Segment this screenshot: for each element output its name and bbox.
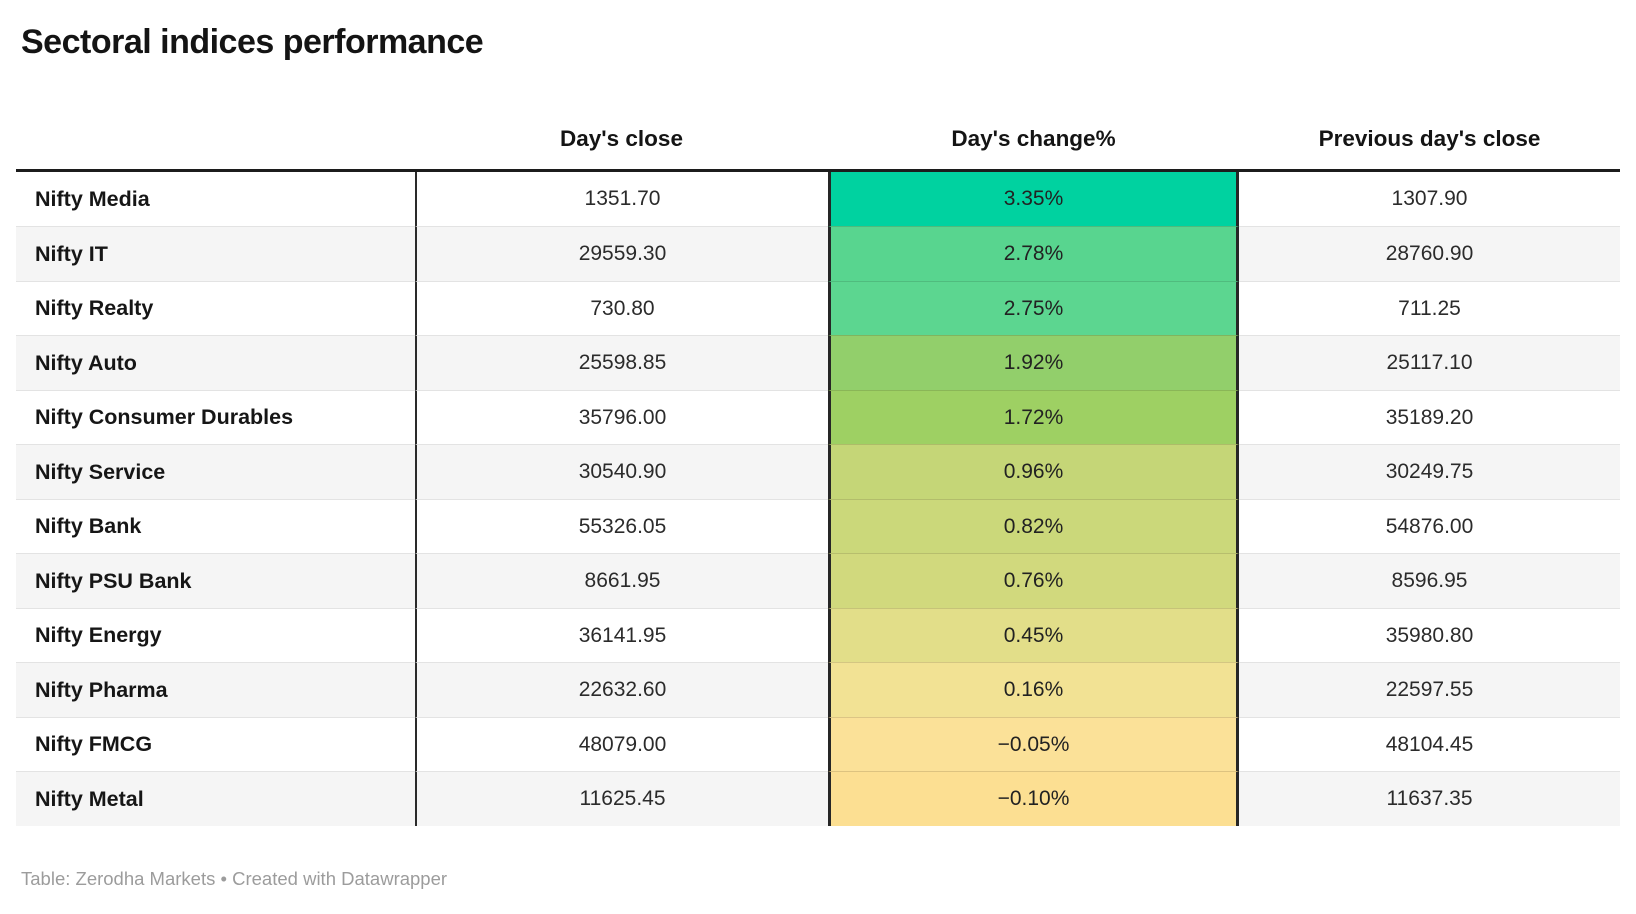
row-index-name: Nifty IT [16, 226, 415, 281]
footer-prefix: Table: [21, 867, 76, 889]
row-index-name: Nifty Auto [16, 335, 415, 390]
col-header-index-name [16, 152, 415, 169]
footer-source-link[interactable]: Zerodha Markets [75, 867, 216, 889]
row-index-name: Nifty FMCG [16, 716, 415, 772]
days-close-value: 29559.30 [415, 226, 828, 281]
table-row: Nifty Media 1351.70 3.35% 1307.90 [16, 171, 1620, 227]
days-change-value: 1.72% [828, 389, 1239, 445]
days-change-value: 0.16% [828, 662, 1239, 717]
previous-close-value: 28760.90 [1239, 226, 1620, 281]
row-index-name: Nifty Bank [16, 498, 415, 554]
days-close-value: 22632.60 [415, 662, 828, 717]
days-change-value: 0.96% [828, 444, 1239, 499]
table-row: Nifty Metal 11625.45 −0.10% 11637.35 [16, 771, 1620, 826]
table-row: Nifty Bank 55326.05 0.82% 54876.00 [16, 498, 1620, 554]
row-index-name: Nifty Metal [16, 771, 415, 826]
previous-close-value: 22597.55 [1239, 662, 1620, 717]
previous-close-value: 35980.80 [1239, 607, 1620, 663]
row-index-name: Nifty PSU Bank [16, 553, 415, 608]
table-row: Nifty IT 29559.30 2.78% 28760.90 [16, 226, 1620, 281]
sector-indices-table: Day's close Day's change% Previous day's… [16, 63, 1620, 826]
table-row: Nifty Pharma 22632.60 0.16% 22597.55 [16, 662, 1620, 717]
previous-close-value: 1307.90 [1391, 187, 1468, 211]
days-close-value: 35796.00 [415, 389, 828, 445]
days-close-value: 730.80 [415, 280, 828, 336]
col-header-days-close: Day's close [560, 125, 683, 151]
table-row: Nifty Energy 36141.95 0.45% 35980.80 [16, 607, 1620, 663]
table-header-row: Day's close Day's change% Previous day's… [16, 63, 1620, 169]
footer-separator: • [215, 867, 233, 889]
row-index-name: Nifty Consumer Durables [16, 389, 415, 445]
table-row: Nifty PSU Bank 8661.95 0.76% 8596.95 [16, 553, 1620, 608]
days-close-value: 55326.05 [415, 498, 828, 554]
days-close-value: 1351.70 [415, 171, 828, 227]
days-change-value: 2.78% [828, 226, 1239, 281]
table-row: Nifty FMCG 48079.00 −0.05% 48104.45 [16, 716, 1620, 772]
days-close-value: 8661.95 [415, 553, 828, 608]
previous-close-value: 8596.95 [1239, 553, 1620, 608]
days-change-value: 1.92% [828, 335, 1239, 390]
previous-close-value: 711.25 [1239, 280, 1620, 336]
col-header-days-change: Day's change% [951, 125, 1116, 151]
days-change-value: 0.76% [828, 553, 1239, 608]
days-close-value: 36141.95 [415, 607, 828, 663]
days-close-value: 48079.00 [415, 716, 828, 772]
previous-close-value: 35189.20 [1239, 389, 1620, 445]
days-change-value: −0.05% [828, 716, 1239, 772]
table-row: Nifty Service 30540.90 0.96% 30249.75 [16, 444, 1620, 499]
days-close-value: 11625.45 [415, 771, 828, 826]
row-index-name: Nifty Pharma [16, 662, 415, 717]
previous-close-value: 11637.35 [1239, 771, 1620, 826]
previous-close-value: 30249.75 [1239, 444, 1620, 499]
table-footer: Table: Zerodha Markets • Created with Da… [21, 868, 1636, 890]
table-body: Nifty Media 1351.70 3.35% 1307.90 Nifty IT 29… [16, 168, 1620, 826]
days-close-value: 25598.85 [415, 335, 828, 390]
col-header-previous-days-close: Previous day's close [1318, 125, 1541, 151]
footer-datawrapper-link[interactable]: Datawrapper [341, 867, 448, 889]
previous-close-value: 54876.00 [1239, 498, 1620, 554]
days-change-value: 3.35% [828, 171, 1239, 227]
footer-created-text: Created with [232, 867, 342, 889]
table-row: Nifty Auto 25598.85 1.92% 25117.10 [16, 335, 1620, 390]
previous-close-value: 48104.45 [1239, 716, 1620, 772]
days-change-value: 2.75% [828, 280, 1239, 336]
days-change-value: 0.82% [828, 498, 1239, 554]
days-change-value: 0.45% [828, 607, 1239, 663]
page-title: Sectoral indices performance [21, 23, 484, 61]
table-row: Nifty Realty 730.80 2.75% 711.25 [16, 280, 1620, 336]
row-index-name: Nifty Media [35, 186, 150, 211]
row-index-name: Nifty Service [16, 444, 415, 499]
row-index-name: Nifty Energy [16, 607, 415, 663]
days-change-value: −0.10% [828, 771, 1239, 826]
previous-close-value: 25117.10 [1239, 335, 1620, 390]
days-close-value: 30540.90 [415, 444, 828, 499]
table-row: Nifty Consumer Durables 35796.00 1.72% 3518… [16, 389, 1620, 445]
row-index-name: Nifty Realty [16, 280, 415, 336]
